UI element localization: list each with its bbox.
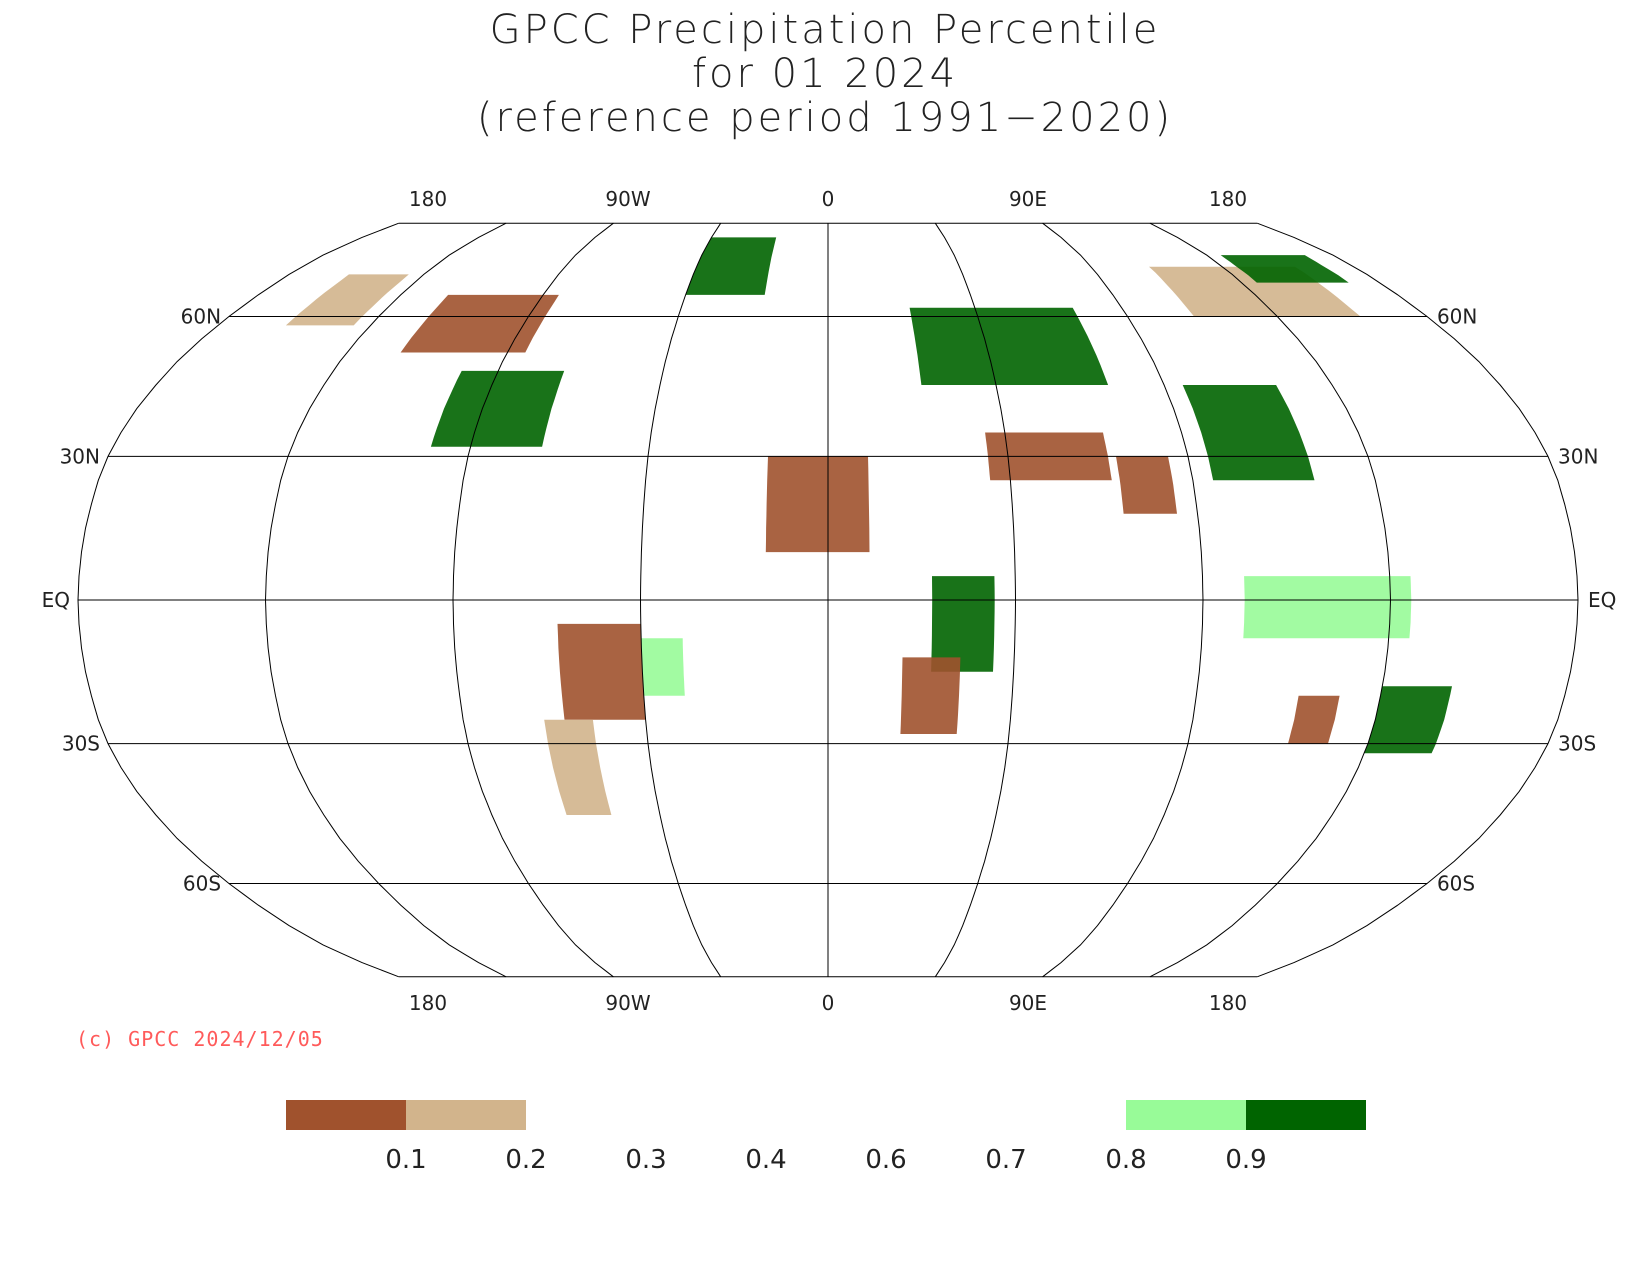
legend-tick-5: 0.7	[985, 1145, 1026, 1175]
legend-bin-3	[1126, 1100, 1246, 1130]
lat-label-left-0: 60N	[181, 304, 221, 328]
region-sahara-west-dry	[765, 456, 870, 553]
region-siberia-north-wet	[1220, 255, 1349, 283]
legend-bin-1	[406, 1100, 526, 1130]
lat-label-left-2: EQ	[42, 588, 70, 612]
region-canada-dry	[400, 294, 559, 353]
region-alaska-mixed	[285, 274, 409, 326]
axis-labels: 180 90W 0 90E 180 180 90W 0 90E 180 60N 30N EQ 30S 60S…	[42, 187, 1617, 1015]
region-australia-west-dry	[1288, 695, 1340, 744]
lat-label-right-1: 30N	[1558, 444, 1598, 468]
legend-tick-6: 0.8	[1105, 1145, 1146, 1175]
lat-label-right-0: 60N	[1437, 304, 1477, 328]
region-argentina-dry	[544, 719, 612, 815]
lat-label-left-4: 60S	[183, 872, 221, 896]
region-india-dry	[1116, 456, 1177, 514]
lon-label-top-1: 90W	[605, 187, 650, 211]
lat-label-right-4: 60S	[1437, 872, 1475, 896]
region-southern-africa-dry	[900, 657, 961, 734]
legend-bin-0	[286, 1100, 406, 1130]
lon-label-bottom-1: 90W	[605, 991, 650, 1015]
legend-tick-3: 0.4	[745, 1145, 786, 1175]
lat-label-right-2: EQ	[1588, 588, 1616, 612]
lon-label-bottom-2: 0	[822, 991, 835, 1015]
lon-label-bottom-0: 180	[409, 991, 447, 1015]
lat-label-left-1: 30N	[60, 444, 100, 468]
copyright-text: (c) GPCC 2024/12/05	[76, 1027, 324, 1051]
legend-bin-4	[1246, 1100, 1366, 1130]
graticule	[77, 222, 1579, 978]
region-china-wet	[1182, 385, 1315, 481]
legend-tick-4: 0.6	[865, 1145, 906, 1175]
lon-label-top-0: 180	[409, 187, 447, 211]
lon-label-bottom-4: 180	[1209, 991, 1247, 1015]
legend-tick-0: 0.1	[385, 1145, 426, 1175]
lon-label-top-3: 90E	[1009, 187, 1047, 211]
title-line-1: GPCC Precipitation Percentile	[489, 7, 1161, 53]
legend-tick-2: 0.3	[625, 1145, 666, 1175]
lat-label-left-3: 30S	[62, 732, 100, 756]
region-europe-russia-wet	[909, 307, 1109, 385]
lon-label-top-4: 180	[1209, 187, 1247, 211]
lat-label-right-3: 30S	[1558, 732, 1596, 756]
region-north-america-central-wet	[430, 370, 565, 447]
lon-label-bottom-3: 90E	[1009, 991, 1047, 1015]
title-line-3: (reference period 1991−2020)	[476, 95, 1174, 141]
region-australia-east-wet	[1364, 686, 1452, 754]
lon-label-top-2: 0	[822, 187, 835, 211]
region-indonesia-wet	[1243, 576, 1412, 639]
legend-tick-7: 0.9	[1225, 1145, 1266, 1175]
region-brazil-east-wet	[641, 638, 685, 696]
title-line-2: for 01 2024	[691, 51, 959, 97]
region-greenland-wet	[685, 237, 777, 295]
legend: 0.1 0.2 0.3 0.4 0.6 0.7 0.8 0.9	[286, 1100, 1366, 1175]
precipitation-regions	[285, 237, 1452, 815]
region-south-america-dry	[557, 623, 646, 720]
legend-tick-1: 0.2	[505, 1145, 546, 1175]
chart-title-block: GPCC Precipitation Percentile for 01 202…	[0, 8, 1650, 140]
